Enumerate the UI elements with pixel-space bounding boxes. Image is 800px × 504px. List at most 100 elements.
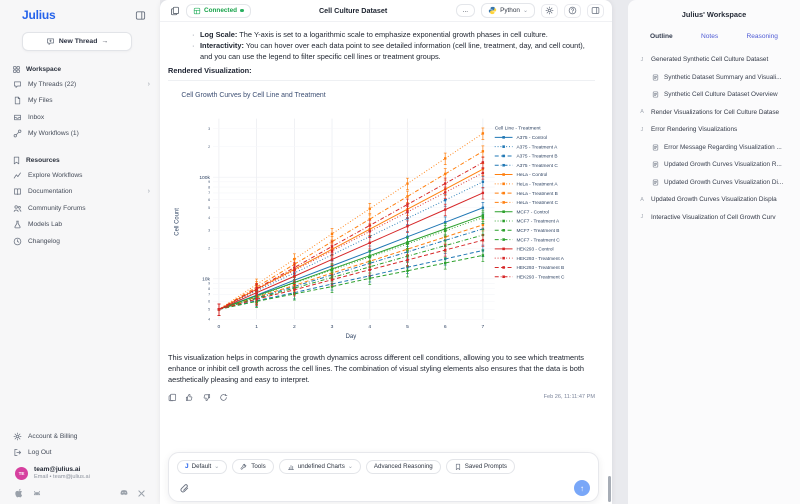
- svg-text:HEK293 - Treatment A: HEK293 - Treatment A: [516, 255, 564, 261]
- legend-item[interactable]: A375 - Treatment B: [494, 153, 558, 159]
- composer-pill-tools[interactable]: Tools: [232, 459, 274, 474]
- runtime-label: Python: [500, 7, 520, 14]
- regenerate-icon[interactable]: [219, 393, 228, 402]
- svg-text:9: 9: [208, 180, 210, 184]
- paperclip-icon[interactable]: [179, 483, 190, 494]
- people-icon: [13, 204, 22, 213]
- help-button[interactable]: [564, 3, 581, 18]
- x-twitter-icon[interactable]: [137, 489, 146, 498]
- android-icon[interactable]: [32, 488, 42, 498]
- sidebar-item-community-forums[interactable]: Community Forums: [0, 200, 160, 217]
- outline-subitem[interactable]: Updated Growth Curves Visualization Di..…: [638, 175, 792, 190]
- settings-button[interactable]: [541, 3, 558, 18]
- outline-item[interactable]: A Render Visualizations for Cell Culture…: [638, 105, 792, 120]
- sidebar-item-my-files[interactable]: My Files: [0, 93, 160, 110]
- sidebar-item-label: Inbox: [28, 113, 45, 121]
- outline-user-icon: A: [640, 196, 644, 203]
- legend-item[interactable]: A375 - Treatment C: [494, 163, 559, 169]
- thumbs-up-icon[interactable]: [185, 393, 194, 402]
- outline-item[interactable]: J Error Rendering Visualizations: [638, 122, 792, 137]
- user-name: team@julius.ai: [34, 466, 81, 473]
- legend-item[interactable]: MCF7 - Treatment A: [494, 218, 560, 224]
- svg-text:MCF7 - Treatment C: MCF7 - Treatment C: [516, 237, 560, 243]
- svg-text:8: 8: [208, 185, 210, 189]
- gear-icon: [13, 432, 22, 441]
- chart-legend[interactable]: Cell Line - Treatment A375 - Control A37…: [494, 125, 565, 280]
- svg-text:100k: 100k: [199, 175, 210, 181]
- send-button[interactable]: ↑: [574, 480, 590, 496]
- composer-pill-advanced-reasoning[interactable]: Advanced Reasoning: [365, 459, 441, 474]
- grid-icon: [12, 65, 21, 74]
- sidebar-collapse-icon[interactable]: [135, 10, 146, 21]
- sidebar-item-models-lab[interactable]: Models Lab: [0, 217, 160, 234]
- tab-outline[interactable]: Outline: [650, 33, 673, 40]
- chevron-down-icon: ⌄: [347, 464, 353, 470]
- tab-notes[interactable]: Notes: [700, 33, 719, 40]
- composer-pill-undefined-charts[interactable]: undefined Charts ⌄: [278, 459, 361, 474]
- legend-item[interactable]: HeLa - Treatment C: [494, 200, 559, 206]
- sidebar-item-explore-workflows[interactable]: Explore Workflows: [0, 167, 160, 184]
- clock-icon: [13, 237, 22, 246]
- legend-item[interactable]: HEK293 - Treatment A: [494, 255, 565, 261]
- svg-text:MCF7 - Treatment B: MCF7 - Treatment B: [516, 228, 559, 234]
- sidebar-item-changelog[interactable]: Changelog: [0, 233, 160, 250]
- sidebar-item-inbox[interactable]: Inbox: [0, 109, 160, 126]
- sidebar-item-documentation[interactable]: Documentation ›: [0, 184, 160, 201]
- tab-reasoning[interactable]: Reasoning: [746, 33, 778, 40]
- doc-sub-icon: [652, 179, 659, 186]
- user-account[interactable]: TE team@julius.ai Email • team@julius.ai: [0, 461, 160, 488]
- svg-text:A375 - Treatment B: A375 - Treatment B: [516, 153, 557, 159]
- outline-subitem[interactable]: Synthetic Cell Culture Dataset Overview: [638, 87, 792, 102]
- logout-icon: [13, 448, 22, 457]
- legend-item[interactable]: A375 - Treatment A: [494, 144, 558, 150]
- svg-text:6: 6: [444, 324, 447, 330]
- connected-badge[interactable]: Connected: [186, 3, 251, 18]
- more-menu-button[interactable]: ...: [455, 4, 476, 17]
- outline-item[interactable]: J Interactive Visualization of Cell Grow…: [638, 210, 792, 225]
- copy-message-icon[interactable]: [168, 393, 177, 402]
- flask-icon: [13, 220, 22, 229]
- account-billing-button[interactable]: Account & Billing: [0, 428, 160, 445]
- copy-thread-icon[interactable]: [170, 6, 180, 16]
- apple-icon[interactable]: [14, 488, 24, 498]
- legend-item[interactable]: MCF7 - Treatment C: [494, 237, 560, 243]
- legend-item[interactable]: A375 - Control: [494, 135, 547, 141]
- sidebar-item-label: Models Lab: [28, 221, 63, 229]
- python-icon: [488, 6, 497, 15]
- legend-item[interactable]: HeLa - Treatment A: [494, 181, 559, 187]
- thumbs-down-icon[interactable]: [202, 393, 211, 402]
- outline-item[interactable]: A Updated Growth Curves Visualization Di…: [638, 192, 792, 207]
- composer-pill-default[interactable]: J Default ⌄: [177, 459, 228, 474]
- svg-text:6: 6: [208, 198, 210, 202]
- legend-item[interactable]: HEK293 - Treatment B: [494, 265, 564, 271]
- svg-text:Cell Growth Curves by Cell Lin: Cell Growth Curves by Cell Line and Trea…: [181, 91, 325, 98]
- gear-icon: [545, 6, 554, 15]
- legend-item[interactable]: MCF7 - Treatment B: [494, 228, 560, 234]
- panel-toggle-button[interactable]: [587, 3, 604, 18]
- panel-right-icon: [591, 6, 600, 15]
- new-thread-button[interactable]: New Thread →: [22, 32, 132, 51]
- outline-subitem[interactable]: Updated Growth Curves Visualization R...: [638, 157, 792, 172]
- outline-item[interactable]: J Generated Synthetic Cell Culture Datas…: [638, 52, 792, 67]
- legend-item[interactable]: HeLa - Treatment B: [494, 190, 558, 196]
- bullet-text: You can hover over each data point to se…: [200, 41, 585, 62]
- scrollbar-handle[interactable]: [608, 476, 611, 502]
- composer-pill-saved-prompts[interactable]: Saved Prompts: [445, 459, 516, 474]
- legend-item[interactable]: HEK293 - Control: [494, 246, 554, 252]
- svg-text:HEK293 - Treatment B: HEK293 - Treatment B: [516, 265, 564, 271]
- outline-subitem[interactable]: Synthetic Dataset Summary and Visuali...: [638, 70, 792, 85]
- legend-item[interactable]: HeLa - Control: [494, 172, 548, 178]
- chat-icon: [13, 80, 22, 89]
- left-sidebar: Julius New Thread → Workspace My Threads…: [0, 0, 160, 504]
- discord-icon[interactable]: [119, 488, 129, 498]
- legend-item[interactable]: MCF7 - Control: [494, 209, 549, 215]
- bullet-item: Log Scale: The Y-axis is set to a logari…: [192, 29, 592, 40]
- legend-item[interactable]: HEK293 - Treatment C: [494, 274, 565, 280]
- outline-subitem[interactable]: Error Message Regarding Visualization ..…: [638, 140, 792, 155]
- sidebar-item-my-threads-22[interactable]: My Threads (22) ›: [0, 76, 160, 93]
- logout-button[interactable]: Log Out: [0, 445, 160, 462]
- runtime-selector[interactable]: Python ⌄: [481, 3, 535, 18]
- sidebar-item-label: Documentation: [28, 188, 73, 196]
- sidebar-item-my-workflows-1[interactable]: My Workflows (1): [0, 126, 160, 143]
